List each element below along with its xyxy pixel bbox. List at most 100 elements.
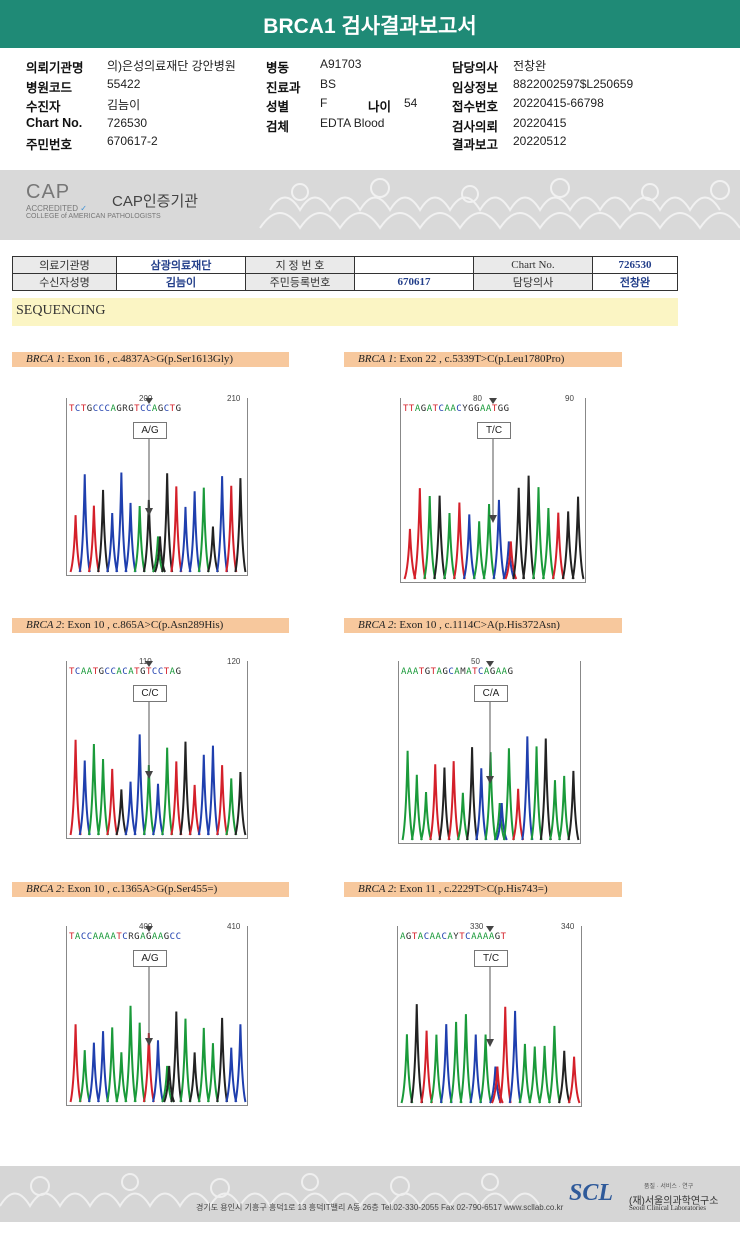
arrow-down-icon <box>145 398 153 404</box>
variant-description: : Exon 10 , c.865A>C(p.Asn289His) <box>61 619 224 631</box>
table-cell: 삼광의료재단 <box>116 256 246 274</box>
base-letter: T <box>403 404 409 414</box>
cap-banner <box>0 170 740 240</box>
base-letter: G <box>497 404 504 414</box>
value-clinical-info: 8822002597$L250659 <box>513 77 634 91</box>
trace-peak <box>106 768 119 836</box>
base-letter: A <box>436 667 443 677</box>
base-letter: G <box>86 404 93 414</box>
base-letter: C <box>465 932 472 942</box>
trace-peak <box>69 515 82 573</box>
variant-label: BRCA 2: Exon 10 , c.865A>C(p.Asn289His) <box>12 618 289 633</box>
base-letter: T <box>134 667 141 677</box>
trace-peak <box>493 802 506 841</box>
base-letter: C <box>456 404 463 414</box>
chromatogram-panel: 400 410 TACCAAAATCRGAGAAGCC A/G <box>66 922 248 1106</box>
trace-peak <box>462 514 476 580</box>
trace-peak <box>539 738 552 841</box>
checkmark-icon: ✓ <box>80 204 87 213</box>
label-age: 나이 <box>368 100 392 114</box>
gene-name: BRCA 2 <box>358 619 394 631</box>
value-report-date: 20220512 <box>513 134 567 148</box>
base-letter: Y <box>462 404 469 414</box>
trace-peak <box>479 1034 492 1104</box>
position-number: 200 <box>139 394 153 403</box>
label-sex: 성별 <box>266 100 290 114</box>
variant-description: : Exon 10 , c.1365A>G(p.Ser455=) <box>61 883 218 895</box>
chromatogram-panel: 80 90 TTAGATCAACYGGAATGG T/C <box>400 394 586 583</box>
section-title: SEQUENCING <box>12 298 678 326</box>
base-letter: G <box>145 932 152 942</box>
trace-peak <box>420 792 433 841</box>
trace-peak <box>106 513 119 573</box>
base-letter: A <box>495 667 502 677</box>
trace-peak <box>420 1030 433 1104</box>
base-letter: A <box>98 932 105 942</box>
trace-peak <box>179 1018 192 1103</box>
variant-description: : Exon 22 , c.5339T>C(p.Leu1780Pro) <box>393 353 565 365</box>
position-number: 50 <box>471 657 480 666</box>
position-number: 120 <box>227 657 241 666</box>
base-letter: C <box>477 667 484 677</box>
base-letter: M <box>460 667 467 677</box>
chromatogram-traces <box>69 661 247 836</box>
base-letter: A <box>169 667 176 677</box>
trace-peak <box>225 1047 238 1103</box>
trace-peak <box>234 771 247 836</box>
base-letter: A <box>485 404 492 414</box>
base-letter: C <box>169 932 176 942</box>
base-letter: T <box>408 404 415 414</box>
trace-peak <box>225 485 238 573</box>
table-cell: 담당의사 <box>473 273 593 291</box>
base-letter: A <box>483 667 490 677</box>
trace-peak <box>413 488 427 580</box>
trace-peak <box>170 761 183 836</box>
genotype-box: T/C <box>474 950 508 967</box>
trace-peak <box>197 754 210 836</box>
base-letter: Y <box>453 932 460 942</box>
table-cell: 726530 <box>592 256 678 274</box>
base-letter: T <box>134 404 141 414</box>
trace-peak <box>188 491 201 573</box>
trace-peak <box>532 487 545 580</box>
label-physician: 담당의사 <box>452 61 499 75</box>
variant-label: BRCA 1: Exon 22 , c.5339T>C(p.Leu1780Pro… <box>344 352 622 367</box>
trace-peak <box>206 745 219 836</box>
trace-peak <box>206 1043 219 1103</box>
trace-peak <box>557 1050 571 1104</box>
chromatogram-traces <box>69 398 247 573</box>
base-letter: T <box>69 404 75 414</box>
base-letter: A <box>429 932 436 942</box>
trace-peak <box>449 1021 463 1104</box>
trace-peak <box>558 775 571 841</box>
trace-peak <box>561 511 575 580</box>
cap-college: COLLEGE of AMERICAN PATHOLOGISTS <box>26 213 161 220</box>
base-letter: T <box>472 667 478 677</box>
base-letter: C <box>74 404 81 414</box>
cloud-pattern <box>0 1173 541 1208</box>
base-letter: C <box>104 404 111 414</box>
position-number: 90 <box>565 394 574 403</box>
base-letter: A <box>400 932 406 942</box>
variant-description: : Exon 11 , c.2229T>C(p.His743=) <box>393 883 548 895</box>
scl-logo: SCL <box>569 1180 614 1206</box>
base-letter: A <box>151 932 158 942</box>
base-letter: A <box>454 667 461 677</box>
trace-peak <box>152 536 164 573</box>
base-letter: A <box>110 932 117 942</box>
table-cell: 수신자성명 <box>12 273 117 291</box>
base-letter: G <box>405 932 412 942</box>
base-letter: C <box>438 404 445 414</box>
base-letter: G <box>175 667 182 677</box>
trace-peak <box>69 1024 82 1103</box>
trace-peak <box>152 783 164 836</box>
trace-peak <box>443 512 456 580</box>
base-letter: G <box>424 667 431 677</box>
label-receipt-no: 접수번호 <box>452 100 499 114</box>
trace-peak <box>133 1022 146 1103</box>
arrow-down-icon <box>486 926 494 932</box>
chromatogram-panel: 200 210 TCTGCCCAGRGTCCAGCTG A/G <box>66 394 248 576</box>
trace-peak <box>106 1027 119 1103</box>
base-letter: A <box>471 932 477 942</box>
trace-peak <box>234 478 247 573</box>
